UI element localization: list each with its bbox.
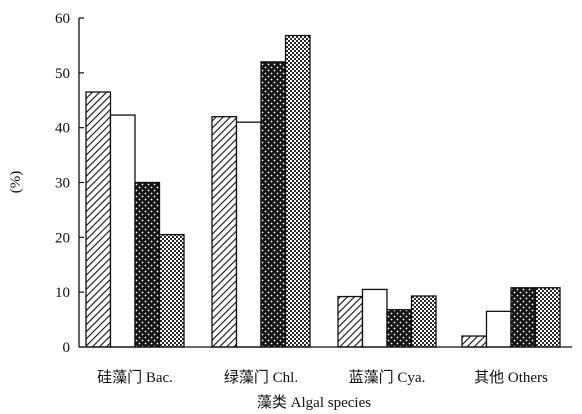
bar-series-1-category-4 xyxy=(461,335,488,348)
y-tick-label: 10 xyxy=(55,285,70,301)
x-category-label: 硅藻门 Bac. xyxy=(97,369,173,386)
bar-series-1-category-1 xyxy=(85,91,112,348)
bar-series-3-category-2 xyxy=(260,61,287,348)
bar-series-3-category-4 xyxy=(510,287,537,348)
y-tick-label: 60 xyxy=(55,11,70,27)
bar-series-1-category-2 xyxy=(211,116,238,348)
y-tick-label: 30 xyxy=(55,176,70,192)
y-tick-label: 40 xyxy=(55,121,70,137)
y-tick-label: 50 xyxy=(55,66,70,82)
x-category-label: 蓝藻门 Cya. xyxy=(349,369,426,386)
x-axis-title: 藻类 Algal species xyxy=(257,394,371,411)
bar-series-3-category-3 xyxy=(386,309,413,348)
bar-series-3-category-1 xyxy=(134,181,161,348)
bar-series-2-category-2 xyxy=(235,121,262,348)
bar-series-4-category-3 xyxy=(410,295,437,348)
y-tick-label: 20 xyxy=(55,230,70,246)
bar-series-2-category-3 xyxy=(361,288,388,348)
y-tick-label: 0 xyxy=(63,340,71,356)
bar-series-2-category-1 xyxy=(109,114,136,348)
bar-series-4-category-1 xyxy=(158,233,185,348)
bar-series-2-category-4 xyxy=(485,310,512,348)
x-category-label: 其他 Others xyxy=(474,369,548,386)
x-category-label: 绿藻门 Chl. xyxy=(224,369,298,386)
y-axis-title: (%) xyxy=(8,171,24,194)
bar-series-1-category-3 xyxy=(337,295,364,348)
bar-series-4-category-4 xyxy=(534,287,561,348)
bar-series-4-category-2 xyxy=(284,34,311,348)
